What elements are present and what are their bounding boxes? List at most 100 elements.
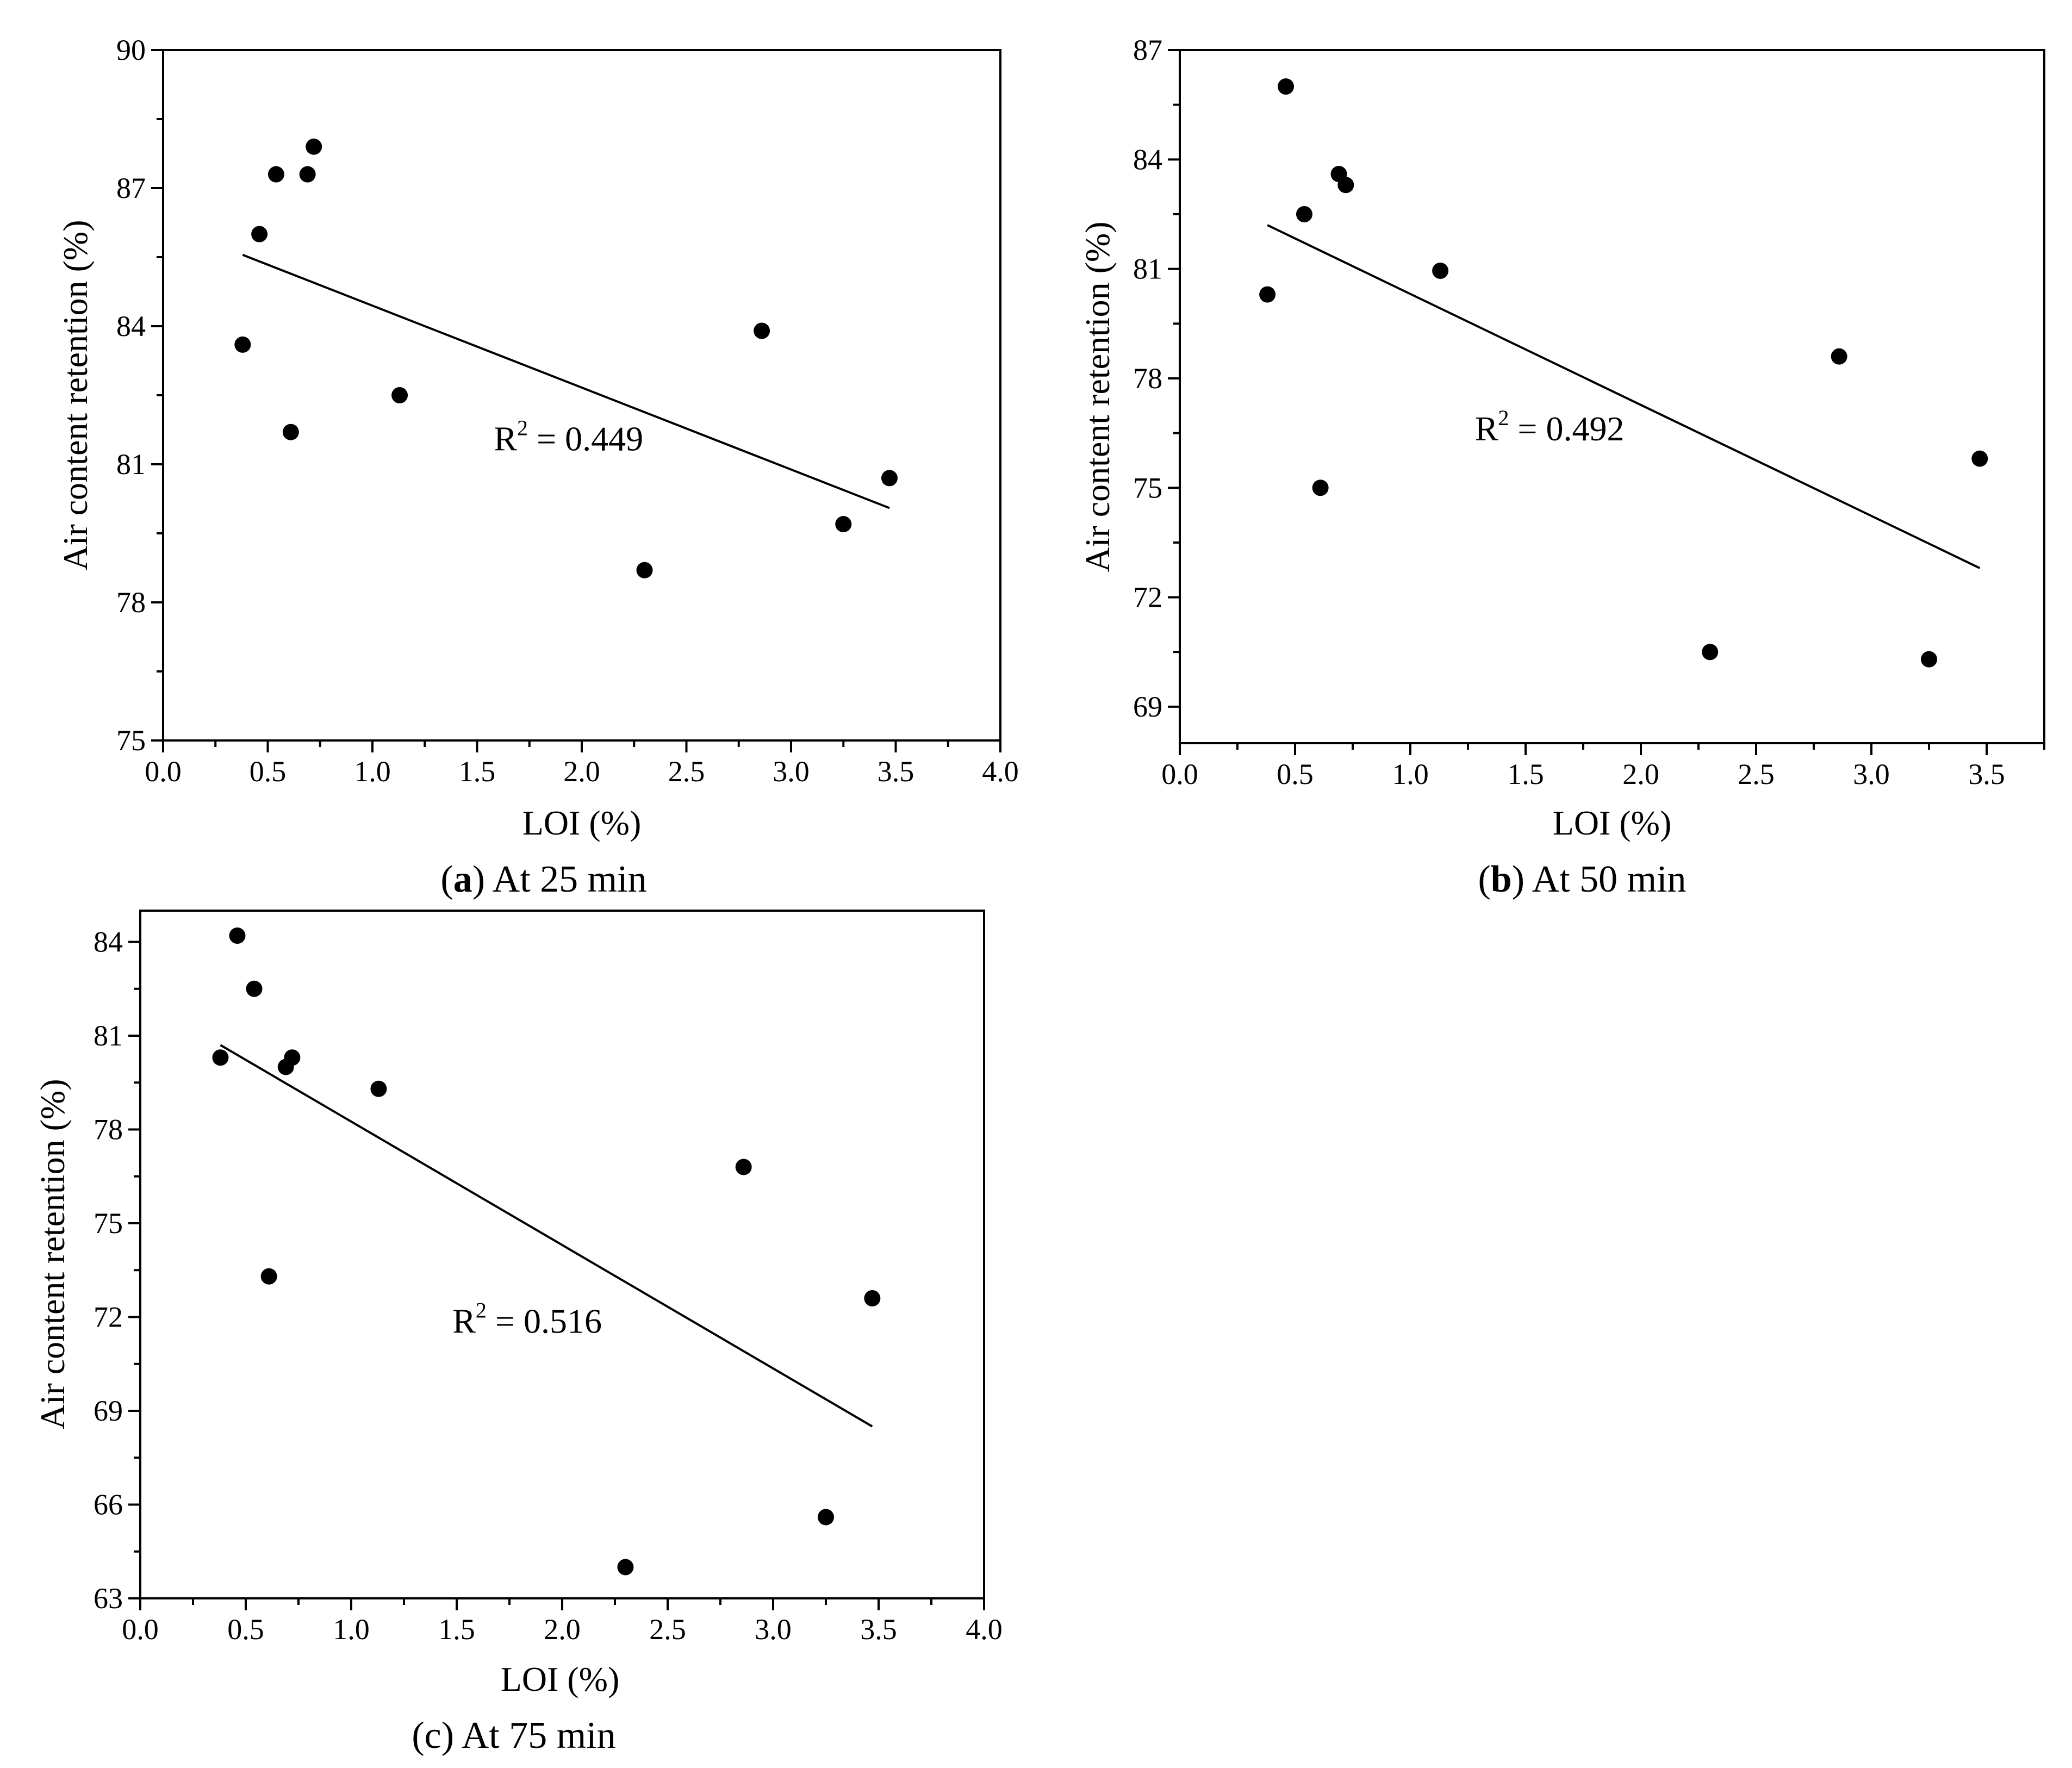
panel-a-data-point (306, 138, 322, 155)
panel-b-y-tick-label: 81 (1133, 253, 1162, 285)
panel-a-x-tick-label: 0.5 (250, 755, 287, 788)
panel-c-r-squared-r: R (452, 1302, 476, 1340)
panel-b-plot-frame (1179, 49, 2045, 744)
panel-b-data-point (1971, 450, 1988, 467)
panel-b-data-point (1921, 651, 1937, 668)
panel-a-data-point (234, 336, 251, 353)
panel-a-data-point (835, 516, 852, 533)
panel-b-caption-label: b (1491, 858, 1512, 900)
panel-a-r-squared-exponent: 2 (517, 416, 528, 440)
panel-c-r-squared-exponent: 2 (476, 1298, 487, 1322)
panel-c-y-tick-label: 78 (94, 1113, 123, 1146)
panel-b-y-tick-label: 78 (1133, 362, 1162, 395)
panel-a-y-tick-label: 81 (116, 448, 146, 481)
panel-c-data-point (284, 1049, 301, 1066)
panel-b-data-point (1337, 177, 1354, 194)
panel-c-x-tick-labels: 0.0 0.5 1.0 1.5 2.0 2.5 3.0 3.5 4.0 (122, 1613, 1003, 1646)
panel-c-y-tick-label: 69 (94, 1395, 123, 1427)
panel-a-caption: (a) At 25 min (440, 858, 646, 900)
panel-c-y-tick-label: 84 (94, 926, 123, 958)
panel-c-ticks (128, 941, 985, 1610)
panel-b-trend-line (1267, 224, 1981, 569)
panel-a-x-tick-label: 1.5 (459, 755, 496, 788)
panel-b-y-tick-label: 84 (1133, 143, 1162, 176)
panel-c-r-squared-label: R2 = 0.516 (452, 1298, 602, 1340)
panel-c-trend-line (220, 1044, 873, 1428)
panel-c-caption-text: (c) At 75 min (412, 1715, 615, 1757)
panel-a: 0.0 0.5 1.0 1.5 2.0 2.5 3.0 3.5 4.0 75 78 81 84 87 90… (56, 34, 1019, 900)
panel-b-data-point (1312, 480, 1329, 496)
panel-b-data-point (1278, 78, 1295, 95)
panel-b-x-tick-label: 1.0 (1392, 758, 1429, 790)
panel-a-y-tick-label: 87 (116, 172, 146, 204)
panel-b-y-tick-label: 69 (1133, 690, 1162, 723)
panel-b-r-squared-label: R2 = 0.492 (1475, 406, 1625, 448)
panel-c-data-point (617, 1559, 634, 1576)
panel-a-caption-label: a (453, 858, 472, 900)
panel-a-y-tick-label: 90 (116, 34, 146, 66)
panel-c: 0.0 0.5 1.0 1.5 2.0 2.5 3.0 3.5 4.0 63 66 69 72 75 78… (33, 910, 1003, 1757)
panel-c-x-tick-label: 3.5 (860, 1613, 897, 1646)
panel-c-y-tick-label: 66 (94, 1489, 123, 1521)
panel-b-x-tick-label: 3.0 (1853, 758, 1890, 790)
panel-c-y-tick-label: 75 (94, 1207, 123, 1240)
panel-a-data-point (267, 166, 284, 183)
panel-c-caption: (c) At 75 min (412, 1715, 615, 1757)
panel-a-x-tick-label: 1.0 (354, 755, 391, 788)
panel-a-data-point (881, 470, 898, 487)
panel-a-x-tick-label: 2.0 (563, 755, 600, 788)
panel-b-ticks (1168, 49, 2045, 755)
panel-c-y-tick-label: 72 (94, 1301, 123, 1334)
panel-b-data-point (1432, 262, 1449, 279)
panel-c-data-point (229, 927, 246, 944)
panel-c-data-point (260, 1268, 277, 1285)
panel-a-y-axis-title: Air content retention (%) (56, 220, 95, 570)
panel-c-x-tick-label: 3.0 (755, 1613, 792, 1646)
panel-a-y-tick-label: 84 (116, 310, 146, 343)
panel-a-data-point (391, 387, 408, 403)
panel-a-y-tick-label: 75 (116, 724, 146, 757)
panel-b-r-squared-value: = 0.492 (1509, 409, 1624, 448)
panel-b-y-tick-label: 72 (1133, 581, 1162, 614)
panel-b-data-point (1259, 286, 1276, 303)
panel-a-data-point (251, 226, 268, 242)
panel-b-x-tick-label: 3.5 (1968, 758, 2005, 790)
panel-b-x-axis-title: LOI (%) (1553, 804, 1672, 842)
panel-a-caption-open: ( (440, 858, 453, 900)
panel-b-y-tick-label: 75 (1133, 471, 1162, 504)
panel-b-x-tick-label: 1.5 (1507, 758, 1544, 790)
panel-a-data-points (234, 138, 898, 578)
panel-b-caption-text: ) At 50 min (1512, 858, 1687, 900)
panel-a-x-tick-label: 4.0 (982, 755, 1019, 788)
panel-a-trend-line (242, 253, 890, 509)
panel-b-caption: (b) At 50 min (1478, 858, 1686, 900)
panel-a-caption-text: ) At 25 min (472, 858, 647, 900)
panel-c-data-point (735, 1159, 752, 1175)
panel-a-x-tick-labels: 0.0 0.5 1.0 1.5 2.0 2.5 3.0 3.5 4.0 (145, 755, 1019, 788)
panel-b-r-squared-r: R (1475, 409, 1498, 448)
panel-b-caption-open: ( (1478, 858, 1490, 900)
panel-c-data-point (818, 1509, 834, 1526)
panel-b-data-point (1296, 206, 1312, 222)
panel-b: 0.0 0.5 1.0 1.5 2.0 2.5 3.0 3.5 69727578818487 … (1078, 34, 2045, 900)
panel-c-data-point (246, 980, 263, 997)
panel-c-y-tick-label: 81 (94, 1019, 123, 1052)
panel-b-x-tick-label: 2.0 (1622, 758, 1659, 790)
panel-b-x-tick-label: 0.5 (1277, 758, 1314, 790)
panel-c-data-point (370, 1080, 387, 1097)
panel-c-x-tick-label: 0.5 (227, 1613, 264, 1646)
panel-b-y-axis-title: Air content retention (%) (1078, 221, 1117, 572)
panel-a-y-tick-labels: 75 78 81 84 87 90 (116, 34, 146, 757)
panel-c-data-point (212, 1049, 229, 1066)
panel-a-x-tick-label: 3.0 (773, 755, 810, 788)
panel-a-x-tick-label: 0.0 (145, 755, 182, 788)
panel-b-data-point (1831, 348, 1847, 365)
panel-c-x-tick-label: 2.5 (649, 1613, 686, 1646)
panel-b-y-tick-labels: 69 72 75 78 81 84 87 (1133, 34, 1162, 723)
panel-b-x-tick-label: 2.5 (1738, 758, 1775, 790)
panel-c-x-tick-label: 1.5 (438, 1613, 475, 1646)
panel-c-y-tick-labels: 63 66 69 72 75 78 81 84 (94, 926, 123, 1615)
panel-c-x-tick-label: 0.0 (122, 1613, 159, 1646)
